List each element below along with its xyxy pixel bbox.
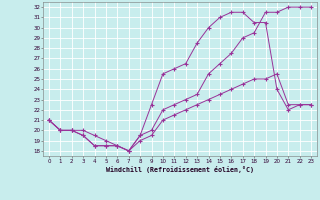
X-axis label: Windchill (Refroidissement éolien,°C): Windchill (Refroidissement éolien,°C)	[106, 166, 254, 173]
